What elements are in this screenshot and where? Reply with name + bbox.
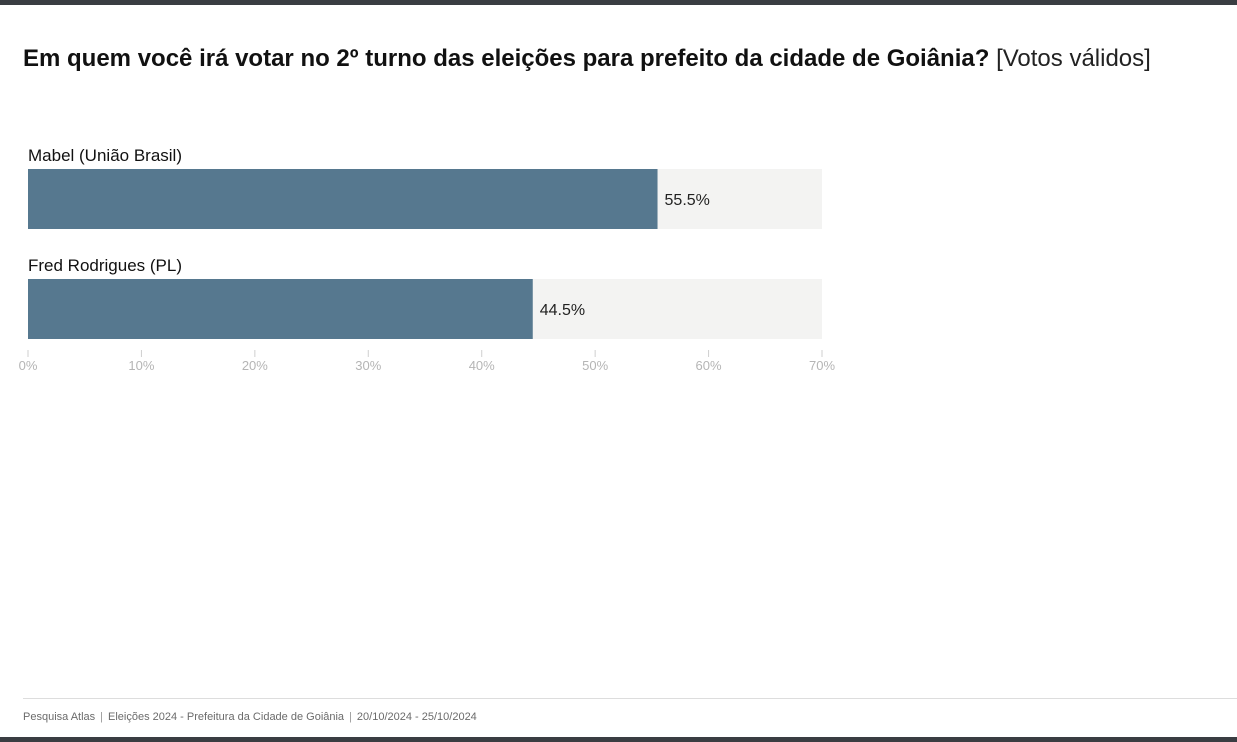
axis-tick-label: 30%: [355, 358, 381, 373]
axis-tick-label: 0%: [19, 358, 38, 373]
bottom-border: [0, 737, 1237, 742]
footer-separator: |: [100, 711, 104, 723]
axis-tick-label: 40%: [469, 358, 495, 373]
footer-source: Pesquisa Atlas: [23, 711, 96, 723]
axis-tick-label: 10%: [128, 358, 154, 373]
bar: [28, 279, 533, 339]
footer-divider: [23, 698, 1237, 699]
title-note: [Votos válidos]: [996, 45, 1151, 72]
top-border: [0, 0, 1237, 5]
bar-chart: Mabel (União Brasil) 55.5% Fred Rodrigues …: [19, 146, 836, 373]
category-label: Fred Rodrigues (PL): [28, 256, 182, 275]
axis-tick-label: 20%: [242, 358, 268, 373]
footer-period: 20/10/2024 - 25/10/2024: [356, 711, 477, 723]
footer: Pesquisa Atlas | Eleições 2024 - Prefeitur…: [23, 710, 477, 724]
footer-survey: Eleições 2024 - Prefeitura da Cidade de …: [108, 711, 345, 723]
axis-tick-label: 50%: [582, 358, 608, 373]
footer-separator: |: [349, 711, 352, 723]
category-label: Mabel (União Brasil): [28, 146, 182, 165]
bar: [28, 169, 658, 229]
value-label: 44.5%: [540, 302, 585, 319]
chart-title: Em quem você irá votar no 2º turno das e…: [23, 44, 1151, 74]
axis-tick-label: 70%: [809, 358, 835, 373]
axis-tick-label: 60%: [696, 358, 722, 373]
title-question: Em quem você irá votar no 2º turno das e…: [23, 45, 990, 72]
value-label: 55.5%: [665, 192, 710, 209]
